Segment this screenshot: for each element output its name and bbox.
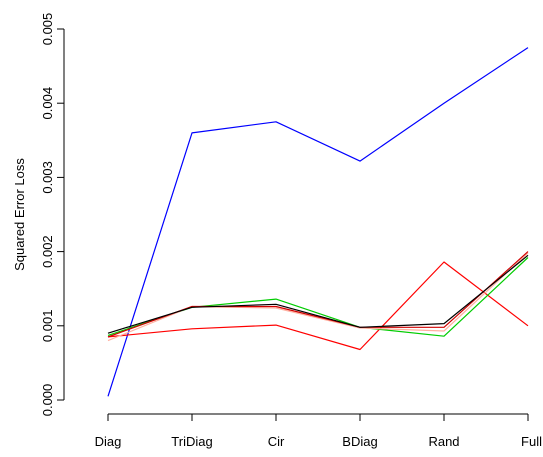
y-tick-label: 0.002 bbox=[40, 235, 55, 268]
series-line-6 bbox=[107, 254, 529, 334]
y-axis-ticks: 0.000 0.001 0.002 0.003 0.004 0.005 bbox=[40, 13, 64, 417]
x-tick-label: TriDiag bbox=[171, 434, 212, 449]
x-tick-label: Diag bbox=[95, 434, 122, 449]
y-tick-label: 0.003 bbox=[40, 161, 55, 194]
y-axis-title: Squared Error Loss bbox=[12, 158, 27, 271]
y-tick-label: 0.005 bbox=[40, 13, 55, 46]
x-tick-label: Cir bbox=[268, 434, 285, 449]
y-tick-label: 0.001 bbox=[40, 310, 55, 343]
x-tick-label: Rand bbox=[428, 434, 459, 449]
x-tick-label: BDiag bbox=[342, 434, 377, 449]
series-line-3 bbox=[107, 257, 529, 337]
y-tick-label: 0.000 bbox=[40, 384, 55, 417]
chart-axes bbox=[63, 29, 528, 415]
series-line-5 bbox=[107, 251, 529, 338]
series-lines bbox=[107, 47, 529, 397]
series-line-1 bbox=[107, 47, 529, 397]
x-axis-ticks: Diag TriDiag Cir BDiag Rand Full bbox=[95, 414, 542, 449]
series-line-2 bbox=[107, 261, 529, 351]
series-line-4 bbox=[107, 252, 529, 342]
x-tick-label: Full bbox=[521, 434, 542, 449]
y-tick-label: 0.004 bbox=[40, 87, 55, 120]
